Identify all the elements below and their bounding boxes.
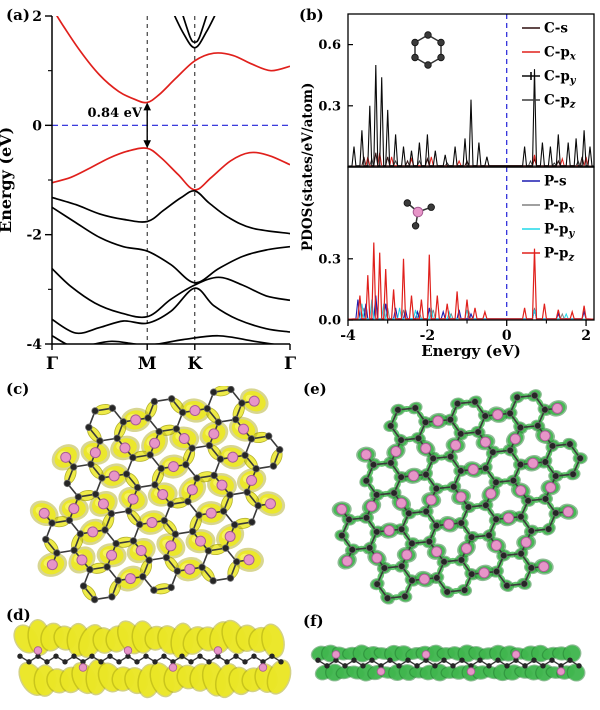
svg-text:2: 2 <box>581 328 591 344</box>
legend-label-C-pz: C-pz <box>544 93 576 111</box>
isosurface-blobs <box>13 619 292 699</box>
panel-a-label: (a) <box>6 6 30 24</box>
series-C-px <box>347 152 595 167</box>
panel-b-label: (b) <box>299 6 324 24</box>
legend-label-C-px: C-px <box>544 45 577 63</box>
charge-density-top-view-green <box>331 389 588 605</box>
band-valence-band <box>52 147 290 191</box>
svg-text:0.3: 0.3 <box>318 252 341 267</box>
band-black-valence-3 <box>52 267 290 319</box>
pdos-x-axis-label: Energy (eV) <box>421 342 521 360</box>
svg-text:0: 0 <box>502 328 512 344</box>
band-y-axis-label: Energy (eV) <box>0 126 15 234</box>
atoms-layer <box>38 386 284 604</box>
isosurface-blobs <box>29 386 286 601</box>
svg-text:-2: -2 <box>420 328 436 344</box>
series-C-py <box>347 64 595 167</box>
legend-label-C-py: C-py <box>544 69 577 87</box>
panel-d-label: (d) <box>6 606 31 624</box>
band-gap-arrow <box>143 102 151 149</box>
svg-text:-4: -4 <box>340 328 356 344</box>
svg-text:0.6: 0.6 <box>318 38 341 53</box>
pdos-series-pdos-C <box>347 64 595 167</box>
panel-c-label: (c) <box>6 380 30 398</box>
svg-text:M: M <box>138 354 157 374</box>
charge-density-side-view-green <box>310 644 586 682</box>
legend-label-P-pz: P-pz <box>544 246 574 264</box>
legend-label-P-px: P-px <box>544 198 575 216</box>
panel-e-label: (e) <box>303 380 327 398</box>
legend-label-P-py: P-py <box>544 222 575 240</box>
svg-text:2: 2 <box>32 9 42 25</box>
band-black-upper-2 <box>182 16 208 44</box>
svg-text:-4: -4 <box>26 337 42 353</box>
band-black-valence-2 <box>52 206 290 284</box>
pdos-plot: 0.60.3C-sC-pxC-pyC-pz0.30.0P-sP-pxP-pyP-… <box>318 13 595 344</box>
atoms-layer <box>315 650 582 676</box>
atoms-layer <box>17 646 284 672</box>
band-structure-plot: 20-2-4Γ M K Γ <box>26 9 296 374</box>
series-P-pz <box>347 242 595 320</box>
band-series <box>52 16 290 344</box>
pdos-y-axis-label: PDOS(states/eV/atom) <box>300 82 316 252</box>
band-black-valence-1 <box>52 189 290 235</box>
inset-carbon-ring-icon <box>411 31 445 69</box>
guide-lines <box>52 16 290 344</box>
inset-phosphorus-icon <box>403 199 435 230</box>
band-conduction-band <box>56 16 290 104</box>
band-black-valence-5 <box>52 334 278 344</box>
svg-text:0: 0 <box>32 118 42 134</box>
svg-text:K: K <box>187 354 203 374</box>
legend-label-P-s: P-s <box>544 174 567 190</box>
band-gap-label: 0.84 eV <box>87 106 142 121</box>
lattice <box>29 386 286 604</box>
series-C-s <box>347 152 595 167</box>
svg-text:0.3: 0.3 <box>318 99 341 114</box>
band-black-valence-4 <box>52 287 290 335</box>
lattice <box>331 389 588 605</box>
panel-f-label: (f) <box>303 612 324 630</box>
legend-pdos-C: C-s C-px C-py C-pz <box>522 21 577 111</box>
svg-text:Γ: Γ <box>284 354 296 374</box>
svg-text:0.0: 0.0 <box>318 314 341 329</box>
svg-text:Γ: Γ <box>46 354 58 374</box>
svg-text:-2: -2 <box>26 228 42 244</box>
atoms-layer <box>336 391 584 602</box>
legend-pdos-P: P-s P-px P-py P-pz <box>522 174 575 264</box>
charge-density-side-view-yellow <box>13 619 292 699</box>
legend-label-C-s: C-s <box>544 21 568 37</box>
charge-density-top-view-yellow <box>29 386 286 604</box>
band-black-upper-1 <box>173 16 216 49</box>
axes: 20-2-4Γ M K Γ <box>26 9 296 374</box>
pdos-series-pdos-P <box>347 242 595 320</box>
